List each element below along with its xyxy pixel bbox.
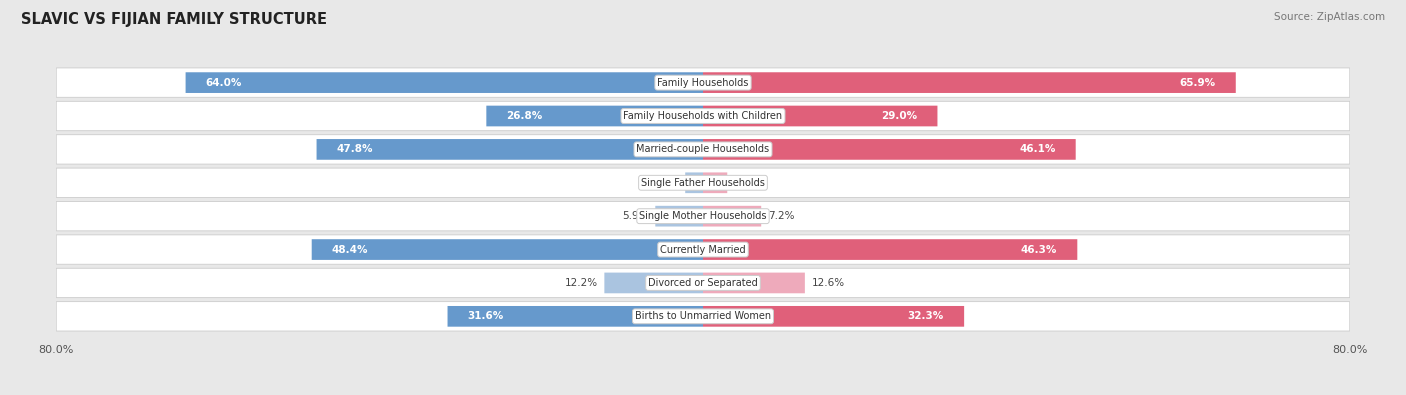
- FancyBboxPatch shape: [703, 105, 938, 126]
- Text: Births to Unmarried Women: Births to Unmarried Women: [636, 311, 770, 321]
- FancyBboxPatch shape: [186, 72, 703, 93]
- Text: 12.2%: 12.2%: [565, 278, 598, 288]
- FancyBboxPatch shape: [703, 72, 1236, 93]
- FancyBboxPatch shape: [703, 206, 761, 226]
- Text: Married-couple Households: Married-couple Households: [637, 145, 769, 154]
- FancyBboxPatch shape: [312, 239, 703, 260]
- Text: Divorced or Separated: Divorced or Separated: [648, 278, 758, 288]
- FancyBboxPatch shape: [56, 102, 1350, 131]
- Text: Family Households with Children: Family Households with Children: [623, 111, 783, 121]
- FancyBboxPatch shape: [56, 135, 1350, 164]
- Text: 7.2%: 7.2%: [768, 211, 794, 221]
- FancyBboxPatch shape: [703, 239, 1077, 260]
- FancyBboxPatch shape: [447, 306, 703, 327]
- Text: 48.4%: 48.4%: [332, 245, 368, 254]
- FancyBboxPatch shape: [56, 235, 1350, 264]
- Text: 46.3%: 46.3%: [1021, 245, 1057, 254]
- FancyBboxPatch shape: [655, 206, 703, 226]
- Text: Family Households: Family Households: [658, 78, 748, 88]
- Text: 2.2%: 2.2%: [652, 178, 679, 188]
- FancyBboxPatch shape: [703, 273, 804, 293]
- FancyBboxPatch shape: [56, 68, 1350, 97]
- Text: SLAVIC VS FIJIAN FAMILY STRUCTURE: SLAVIC VS FIJIAN FAMILY STRUCTURE: [21, 12, 328, 27]
- Text: 26.8%: 26.8%: [506, 111, 543, 121]
- FancyBboxPatch shape: [703, 306, 965, 327]
- Text: 31.6%: 31.6%: [468, 311, 503, 321]
- FancyBboxPatch shape: [56, 201, 1350, 231]
- Text: 32.3%: 32.3%: [908, 311, 943, 321]
- Legend: Slavic, Fijian: Slavic, Fijian: [643, 390, 763, 395]
- Text: 64.0%: 64.0%: [205, 78, 242, 88]
- Text: 12.6%: 12.6%: [811, 278, 845, 288]
- Text: 3.0%: 3.0%: [734, 178, 761, 188]
- Text: 47.8%: 47.8%: [337, 145, 373, 154]
- FancyBboxPatch shape: [56, 268, 1350, 298]
- Text: 29.0%: 29.0%: [882, 111, 917, 121]
- FancyBboxPatch shape: [316, 139, 703, 160]
- FancyBboxPatch shape: [56, 168, 1350, 198]
- Text: Single Father Households: Single Father Households: [641, 178, 765, 188]
- Text: Currently Married: Currently Married: [661, 245, 745, 254]
- FancyBboxPatch shape: [703, 139, 1076, 160]
- Text: 46.1%: 46.1%: [1019, 145, 1056, 154]
- FancyBboxPatch shape: [486, 105, 703, 126]
- Text: 5.9%: 5.9%: [623, 211, 648, 221]
- FancyBboxPatch shape: [703, 173, 727, 193]
- Text: 65.9%: 65.9%: [1180, 78, 1216, 88]
- FancyBboxPatch shape: [685, 173, 703, 193]
- Text: Single Mother Households: Single Mother Households: [640, 211, 766, 221]
- FancyBboxPatch shape: [605, 273, 703, 293]
- Text: Source: ZipAtlas.com: Source: ZipAtlas.com: [1274, 12, 1385, 22]
- FancyBboxPatch shape: [56, 302, 1350, 331]
